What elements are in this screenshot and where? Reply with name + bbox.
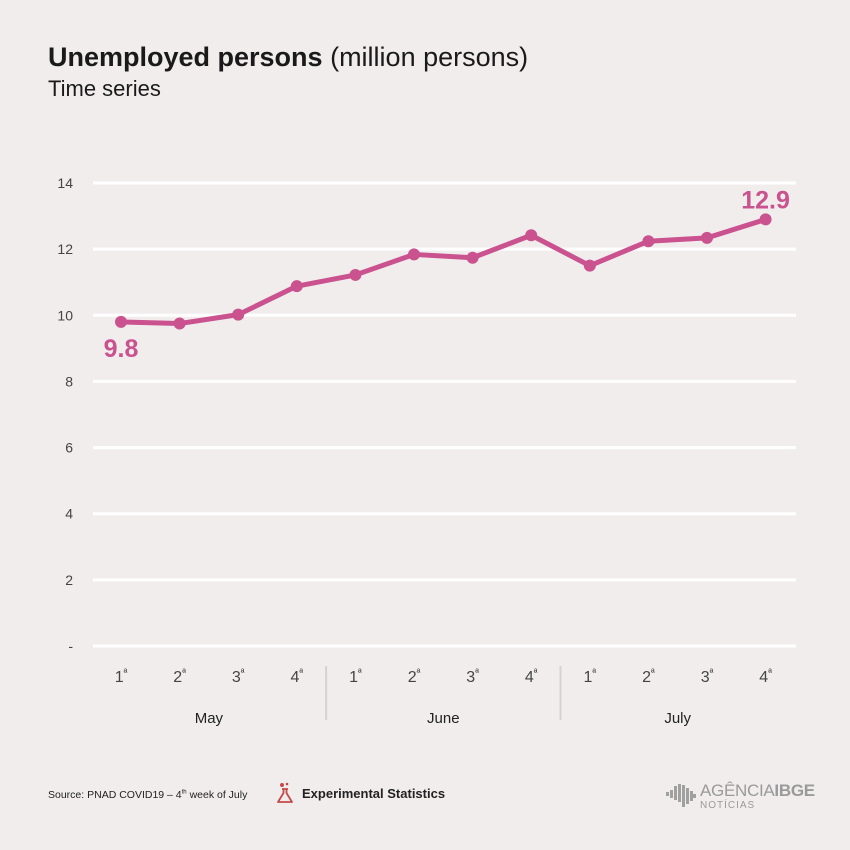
logo-text: AGÊNCIAIBGE: [700, 781, 815, 800]
flask-icon: [277, 782, 293, 803]
x-group-label: June: [427, 710, 460, 727]
x-tick-label: 4ª: [290, 668, 303, 686]
data-point: [349, 268, 362, 281]
agencia-ibge-logo: AGÊNCIAIBGE NOTÍCIAS: [666, 782, 815, 811]
y-tick-label: 12: [57, 241, 73, 257]
y-tick-label: 8: [65, 373, 73, 389]
x-tick-label: 4ª: [525, 668, 538, 686]
source-note: Source: PNAD COVID19 – 4th week of July: [48, 789, 247, 801]
data-point: [759, 213, 772, 226]
x-group-label: July: [664, 710, 691, 727]
experimental-statistics-label: Experimental Statistics: [302, 785, 446, 801]
data-label: 9.8: [104, 335, 139, 363]
y-tick-label: 6: [65, 440, 73, 456]
x-tick-label: 2ª: [173, 668, 186, 686]
y-tick-label: 2: [65, 572, 73, 588]
data-point: [583, 259, 596, 272]
chart-subtitle: Time series: [48, 76, 161, 101]
data-point: [642, 235, 655, 248]
data-point: [466, 251, 479, 264]
x-tick-label: 3ª: [701, 668, 714, 686]
series-line: [118, 216, 769, 327]
y-tick-label: 10: [57, 307, 73, 323]
x-tick-label: 2ª: [408, 668, 421, 686]
x-tick-label: 2ª: [642, 668, 655, 686]
x-tick-label: 3ª: [466, 668, 479, 686]
x-tick-label: 1ª: [349, 668, 362, 686]
data-point: [408, 248, 420, 261]
ibge-map-icon: [666, 784, 696, 807]
y-tick-label: -: [68, 638, 73, 654]
logo-subtext: NOTÍCIAS: [700, 800, 756, 811]
x-group-label: May: [195, 710, 224, 727]
chart-title-main: Unemployed persons: [48, 42, 323, 72]
x-tick-label: 1ª: [583, 668, 596, 686]
experimental-statistics-badge: Experimental Statistics: [276, 782, 445, 804]
chart-title-unit: (million persons): [330, 42, 529, 72]
y-tick-label: 4: [65, 506, 73, 522]
data-point: [701, 231, 713, 244]
y-tick-label: 14: [57, 175, 73, 191]
data-label: 12.9: [741, 186, 790, 214]
data-point: [115, 315, 127, 328]
data-point: [525, 229, 538, 242]
source-prefix: Source: PNAD COVID19 – 4: [48, 789, 182, 801]
data-point: [290, 280, 303, 293]
chart-title: Unemployed persons (million persons): [48, 42, 528, 73]
x-tick-label: 3ª: [232, 668, 245, 686]
source-sup: th: [181, 789, 187, 796]
data-point: [173, 317, 186, 330]
x-tick-label: 1ª: [115, 668, 128, 686]
data-point: [232, 308, 245, 321]
x-tick-label: 4ª: [759, 668, 772, 686]
source-suffix: week of July: [186, 789, 248, 801]
